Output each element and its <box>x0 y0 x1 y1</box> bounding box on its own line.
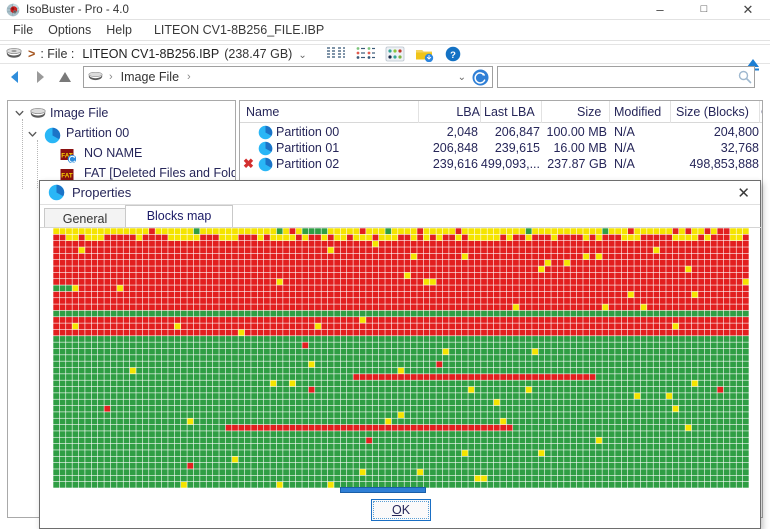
svg-text:?: ? <box>450 50 456 61</box>
svg-text:FAT: FAT <box>61 173 73 180</box>
